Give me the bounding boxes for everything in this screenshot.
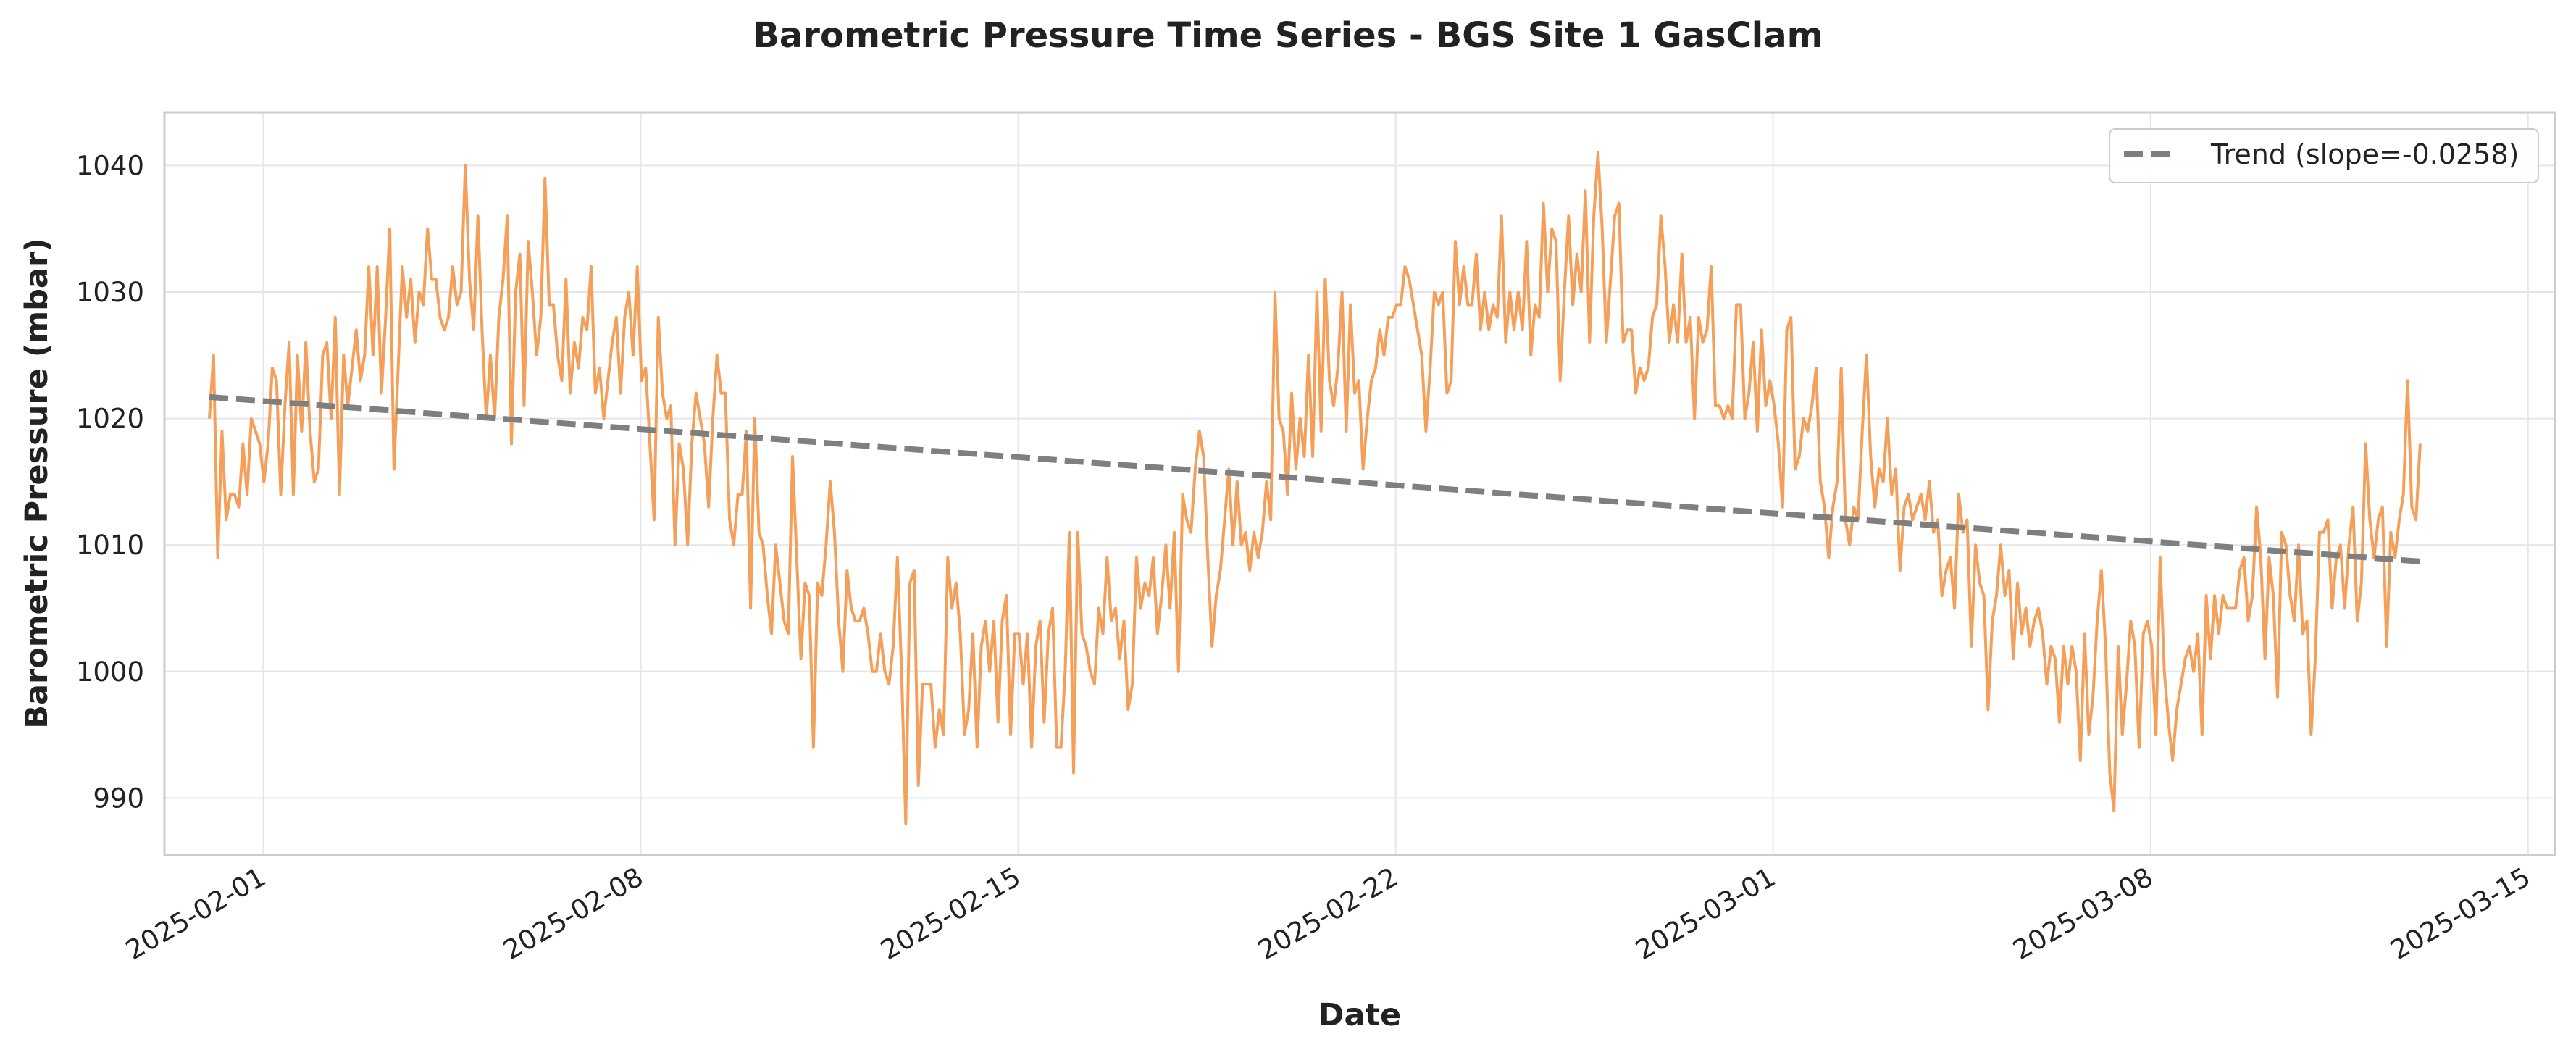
y-tick-label: 1030 [76,277,144,308]
y-axis-label: Barometric Pressure (mbar) [19,238,55,729]
trend-line [209,393,2421,564]
x-tick-label: 2025-03-01 [1630,862,1781,967]
x-tick-label: 2025-02-08 [498,862,648,967]
y-tick-label: 990 [93,783,144,814]
x-tick-label: 2025-03-08 [2008,862,2159,967]
y-tick-label: 1010 [76,530,144,561]
x-tick-label: 2025-03-15 [2385,862,2536,967]
chart-title: Barometric Pressure Time Series - BGS Si… [753,15,1823,56]
y-tick-label: 1040 [76,150,144,181]
plot-frame [163,111,2556,856]
grid [164,112,2555,855]
x-tick-label: 2025-02-01 [120,862,271,967]
pressure-series-line [208,151,2422,825]
y-axis: 990 1000 1010 1020 1030 1040 [76,150,144,814]
x-axis-label: Date [1318,997,1401,1033]
legend-trend-label: Trend (slope=-0.0258) [2210,138,2519,170]
y-tick-label: 1020 [76,404,144,435]
legend-box [2109,128,2539,183]
y-tick-label: 1000 [76,656,144,688]
x-axis: 2025-02-01 2025-02-08 2025-02-15 2025-02-22… [120,862,2535,967]
x-tick-label: 2025-02-15 [875,862,1026,967]
plot-area [208,151,2422,825]
legend: Trend (slope=-0.0258) [2109,128,2539,183]
x-tick-label: 2025-02-22 [1253,862,1403,967]
